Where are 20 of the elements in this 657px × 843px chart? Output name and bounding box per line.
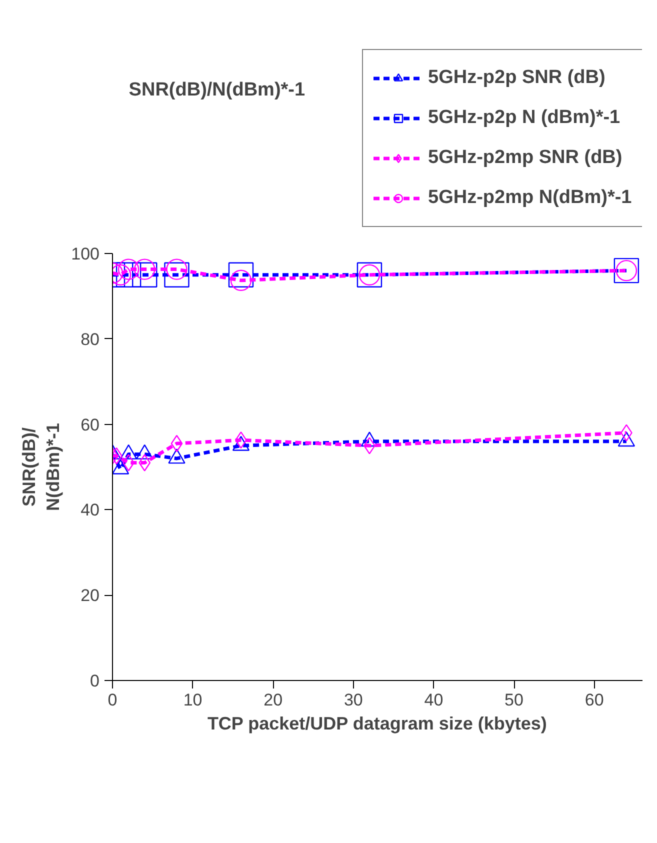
chart-title: SNR(dB)/N(dBm)*-1: [128, 80, 306, 100]
legend-label: 5GHz-p2mp SNR (dB): [428, 146, 622, 170]
x-tick-label: 60: [584, 690, 604, 710]
x-tick-label: 50: [504, 690, 524, 710]
y-tick-label: 20: [80, 586, 100, 606]
legend-label: 5GHz-p2p N (dBm)*-1: [428, 106, 620, 130]
x-tick-label: 30: [344, 690, 363, 710]
y-tick-label: 60: [80, 415, 100, 434]
x-tick-label: 10: [183, 690, 202, 710]
y-tick-label: 40: [80, 500, 100, 520]
y-tick-label: 80: [80, 330, 100, 349]
y-tick-label: 0: [90, 672, 100, 690]
legend-label: 5GHz-p2mp N(dBm)*-1: [428, 186, 632, 210]
x-tick-label: 40: [424, 690, 444, 710]
legend-label: 5GHz-p2p SNR (dB): [428, 66, 606, 90]
x-tick-label: 0: [108, 690, 118, 710]
y-axis-title: SNR(dB)/ N(dBm)*-1: [19, 423, 64, 511]
y-tick-label: 100: [71, 244, 100, 264]
x-axis-title: TCP packet/UDP datagram size (kbytes): [207, 714, 547, 734]
x-tick-label: 20: [264, 690, 283, 710]
